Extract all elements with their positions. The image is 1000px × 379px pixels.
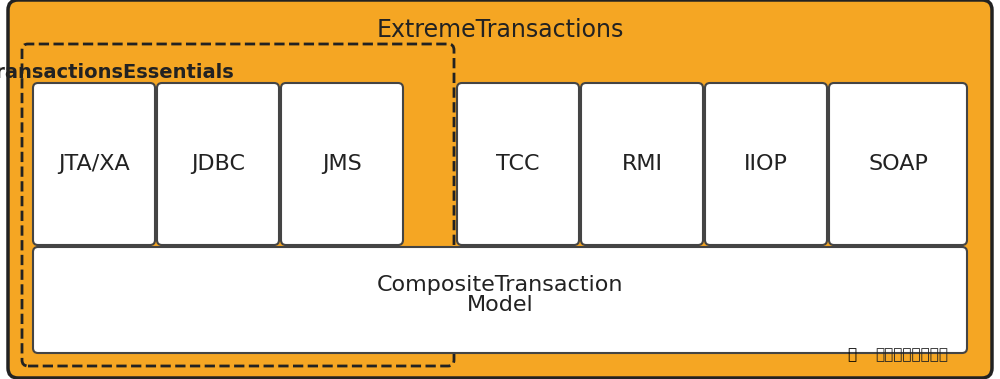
FancyBboxPatch shape [8, 0, 992, 378]
FancyBboxPatch shape [33, 247, 967, 353]
Text: TCC: TCC [496, 154, 540, 174]
FancyBboxPatch shape [581, 83, 703, 245]
Text: TransactionsEssentials: TransactionsEssentials [0, 63, 235, 81]
Text: RMI: RMI [622, 154, 662, 174]
Text: Model: Model [467, 295, 533, 315]
FancyBboxPatch shape [705, 83, 827, 245]
FancyBboxPatch shape [281, 83, 403, 245]
FancyBboxPatch shape [22, 44, 454, 366]
FancyBboxPatch shape [33, 83, 155, 245]
Text: JTA/XA: JTA/XA [58, 154, 130, 174]
Text: JMS: JMS [322, 154, 362, 174]
Text: IIOP: IIOP [744, 154, 788, 174]
Text: 田守枝的技术博客: 田守枝的技术博客 [875, 348, 948, 362]
Text: SOAP: SOAP [868, 154, 928, 174]
Text: JDBC: JDBC [191, 154, 245, 174]
Text: ExtremeTransactions: ExtremeTransactions [376, 18, 624, 42]
FancyBboxPatch shape [157, 83, 279, 245]
FancyBboxPatch shape [457, 83, 579, 245]
FancyBboxPatch shape [829, 83, 967, 245]
Text: 🐧: 🐧 [847, 348, 857, 362]
Text: CompositeTransaction: CompositeTransaction [377, 275, 623, 295]
